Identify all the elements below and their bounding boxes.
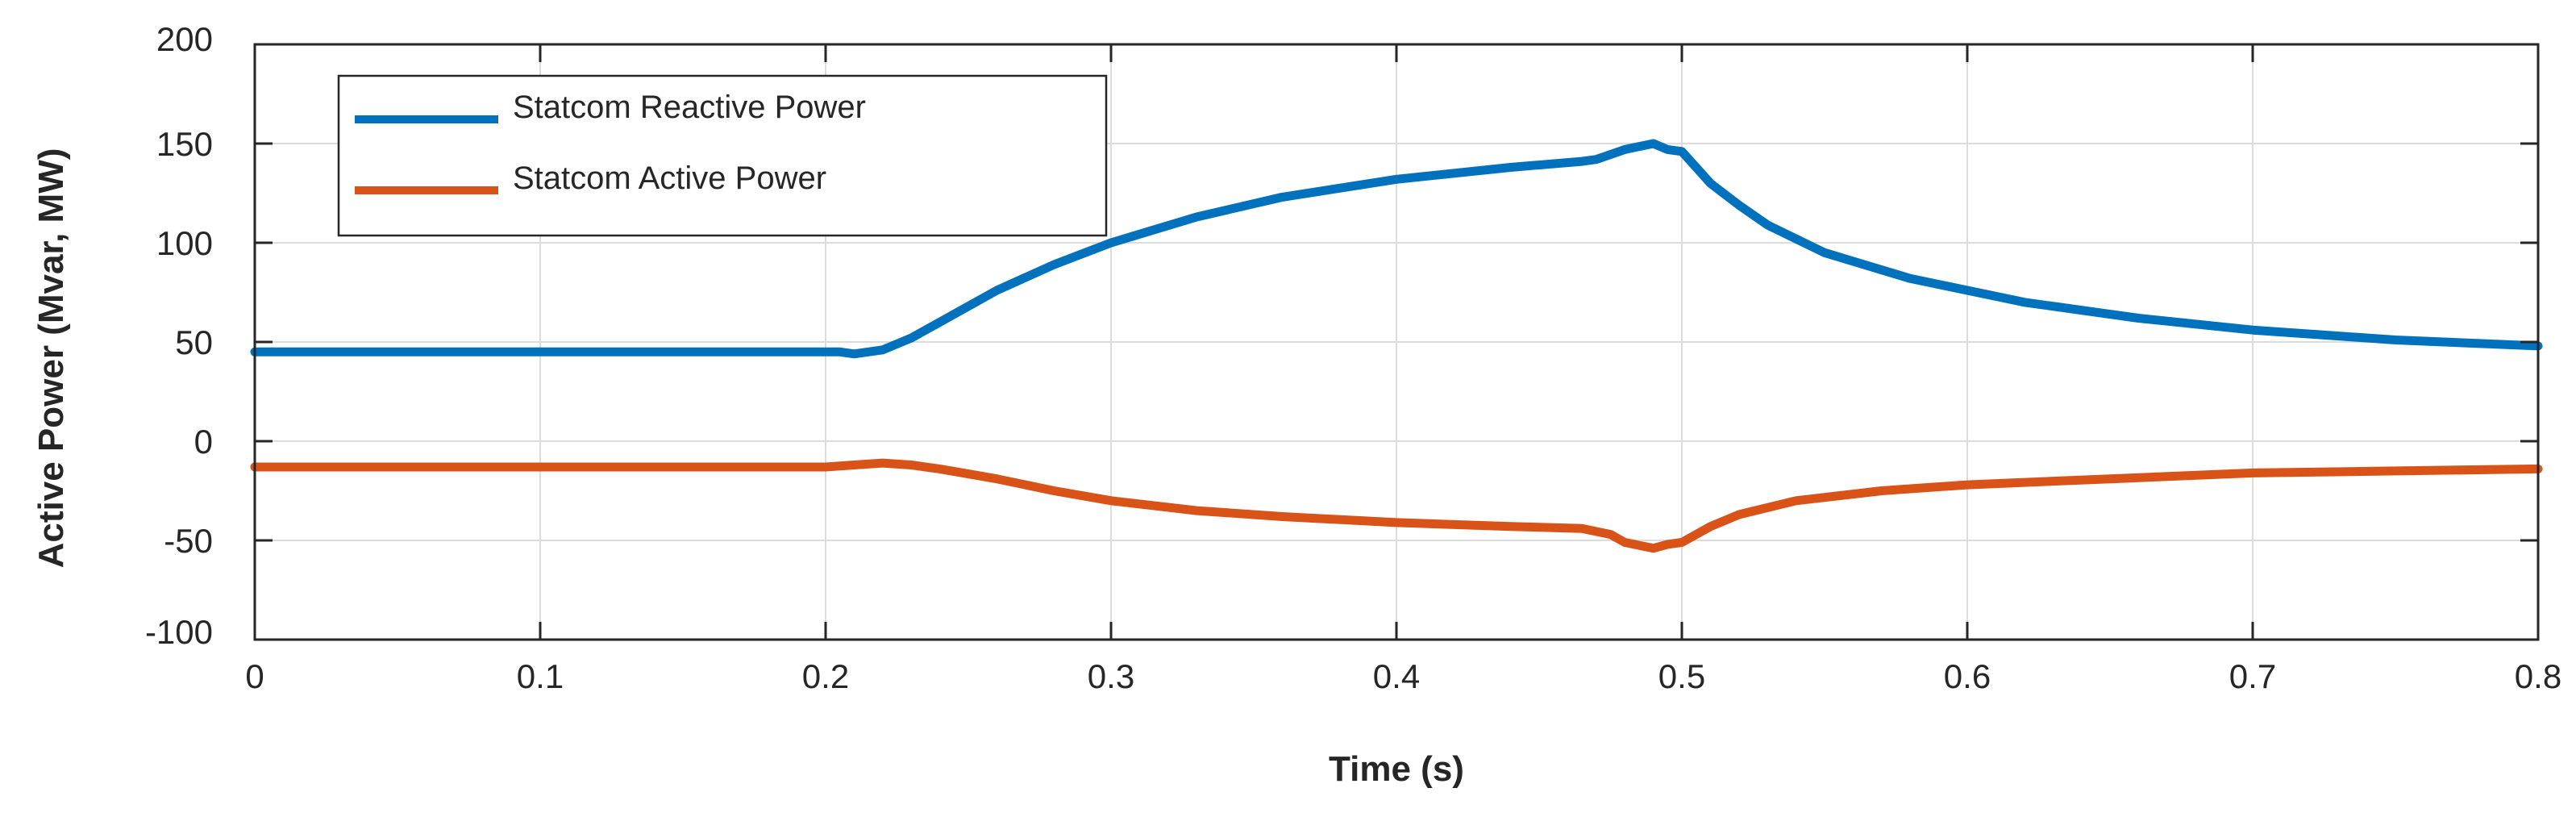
x-tick-label: 0.6 [1944,657,1991,695]
x-tick-label: 0.7 [2229,657,2276,695]
x-tick-labels: 0 0.1 0.2 0.3 0.4 0.5 0.6 0.7 0.8 [245,657,2561,695]
y-tick-label: 0 [194,423,213,461]
series-line-0 [250,139,2543,359]
y-tick-label: 100 [156,224,213,262]
x-tick-label: 0.8 [2515,657,2561,695]
y-tick-label: -50 [164,522,213,560]
y-tick-label: 200 [156,20,213,58]
y-tick-labels: 200 150 100 50 0 -50 -100 [145,20,213,651]
x-tick-label: 0.4 [1373,657,1420,695]
x-tick-label: 0.5 [1658,657,1705,695]
series-lines [250,139,2543,553]
y-tick-label: -100 [145,613,213,651]
x-tick-label: 0.2 [802,657,849,695]
series-line-1 [250,458,2543,553]
legend-label-reactive-power: Statcom Reactive Power [513,90,866,125]
y-axis-label: Active Power (Mvar, MW) [31,148,71,569]
x-tick-label: 0 [245,657,264,695]
legend-label-active-power: Statcom Active Power [513,161,826,196]
x-tick-label: 0.1 [517,657,564,695]
x-axis-label: Time (s) [1329,749,1464,789]
y-tick-label: 150 [156,125,213,163]
tick-marks [253,43,2540,641]
legend-box [337,74,1108,237]
x-tick-label: 0.3 [1088,657,1134,695]
legend: Statcom Reactive Power Statcom Active Po… [337,74,1108,237]
y-tick-label: 50 [175,323,213,361]
